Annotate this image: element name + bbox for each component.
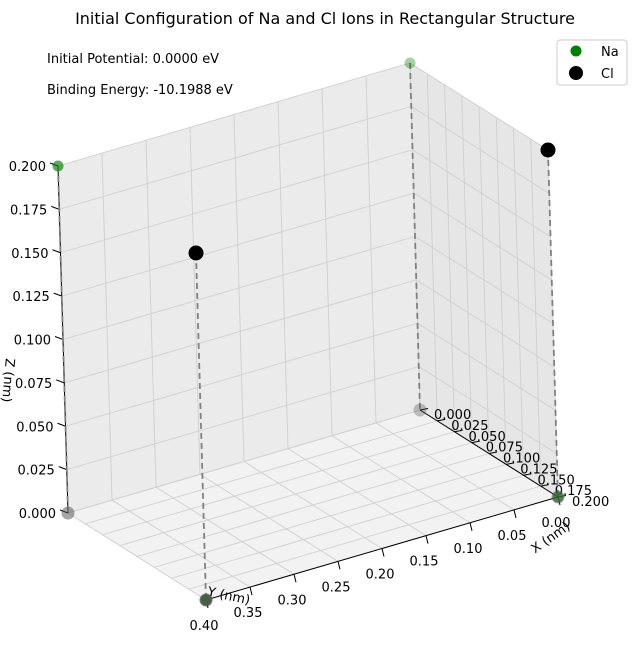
y-tick-label: 0.25 [322, 580, 351, 595]
y-tick [249, 587, 253, 596]
x-tick-label: 0.200 [572, 495, 609, 510]
grid-line [60, 149, 413, 254]
y-tick-label: 0.35 [234, 606, 263, 621]
y-tick-label: 0.30 [278, 593, 307, 608]
z-tick [56, 379, 65, 384]
z-tick [52, 249, 61, 254]
grid-line [67, 512, 207, 601]
grid-line [59, 105, 412, 210]
projection-line [409, 62, 421, 411]
grid-line [413, 192, 552, 281]
z-tick [54, 336, 64, 340]
na-point [52, 160, 64, 172]
z-tick [51, 205, 60, 210]
z-tick-label: 0.125 [13, 290, 50, 305]
grid-line [189, 127, 201, 475]
projection-lines [57, 62, 559, 601]
floor-shadow-point [199, 593, 213, 607]
floor-shadow-point [551, 490, 565, 504]
x-tick [437, 418, 446, 422]
grid-lines [57, 62, 559, 601]
tick-labels: 0.0000.0250.0500.0750.1000.1250.1500.175… [9, 160, 609, 634]
y-tick [381, 548, 385, 557]
potential-annotation: Initial Potential: 0.0000 eV [47, 52, 219, 67]
grid-line [414, 236, 554, 324]
grid-line [154, 463, 507, 568]
x-tick-label: 0.075 [486, 441, 523, 456]
na-point [404, 57, 416, 69]
z-tick-label: 0.025 [18, 464, 55, 479]
grid-line [62, 236, 416, 340]
grid-line [101, 153, 113, 501]
z-tick [58, 466, 67, 471]
y-tick-label: 0.05 [498, 529, 527, 544]
legend-na-label: Na [601, 45, 619, 60]
projection-line [195, 252, 207, 601]
x-tick [523, 473, 532, 476]
grid-line [530, 139, 542, 487]
binding-energy-annotation: Binding Energy: -10.1988 eV [47, 83, 233, 98]
projection-line [57, 165, 69, 514]
x-tick [506, 462, 515, 465]
legend-na-marker [570, 45, 582, 57]
floor-shadow-point [61, 506, 75, 520]
grid-line [155, 486, 295, 575]
grid-line [243, 461, 383, 549]
grid-line [188, 485, 541, 590]
z-tick-label: 0.175 [10, 203, 47, 218]
y-tick [337, 561, 341, 570]
legend-cl-label: Cl [601, 67, 614, 82]
x-tick-label: 0.025 [451, 419, 488, 434]
x-tick-label: 0.050 [469, 430, 506, 445]
grid-line [171, 474, 524, 579]
grid-line [111, 499, 251, 588]
chart-title: Initial Configuration of Na and Cl Ions … [75, 9, 575, 28]
data-points [52, 57, 565, 607]
y-tick-label: 0.20 [366, 568, 395, 583]
grid-line [61, 192, 414, 297]
x-tick-label: 0.125 [520, 462, 557, 477]
y-tick [469, 522, 473, 531]
x-tick [488, 451, 498, 454]
x-tick [471, 440, 480, 444]
legend: Na Cl [556, 39, 628, 86]
grid-line [145, 140, 157, 488]
projection-line [547, 149, 559, 498]
y-tick [425, 535, 429, 544]
z-tick-label: 0.200 [9, 160, 46, 175]
z-tick [53, 292, 62, 297]
grid-line [409, 62, 549, 151]
z-tick-label: 0.000 [19, 507, 56, 522]
x-tick [454, 429, 463, 433]
grid-line [412, 149, 551, 238]
z-tick [57, 422, 66, 427]
legend-cl-marker [569, 66, 583, 80]
y-tick-label: 0.10 [454, 542, 483, 557]
z-tick-label: 0.100 [14, 334, 51, 349]
y-tick-label: 0.40 [190, 619, 219, 634]
x-tick-label: 0.100 [503, 452, 540, 467]
z-tick-label: 0.075 [15, 377, 52, 392]
y-tick-label: 0.00 [542, 516, 571, 531]
grid-line [411, 105, 550, 194]
x-tick-label: 0.000 [434, 408, 471, 423]
y-tick [513, 509, 517, 518]
y-tick [293, 574, 297, 583]
z-tick-label: 0.050 [16, 420, 53, 435]
z-tick-label: 0.150 [11, 247, 48, 262]
y-tick-label: 0.15 [410, 555, 439, 570]
grid-line [199, 473, 339, 562]
x-tick-label: 0.150 [538, 473, 575, 488]
floor-shadow-point [413, 403, 427, 417]
grid-line [495, 117, 507, 465]
x-tick [419, 408, 429, 411]
cl-point [188, 245, 204, 261]
grid-line [513, 128, 524, 476]
grid-line [57, 62, 411, 167]
cl-point [540, 142, 556, 158]
z-axis-label: Z (nm) [0, 358, 17, 403]
x-tick [540, 484, 549, 487]
